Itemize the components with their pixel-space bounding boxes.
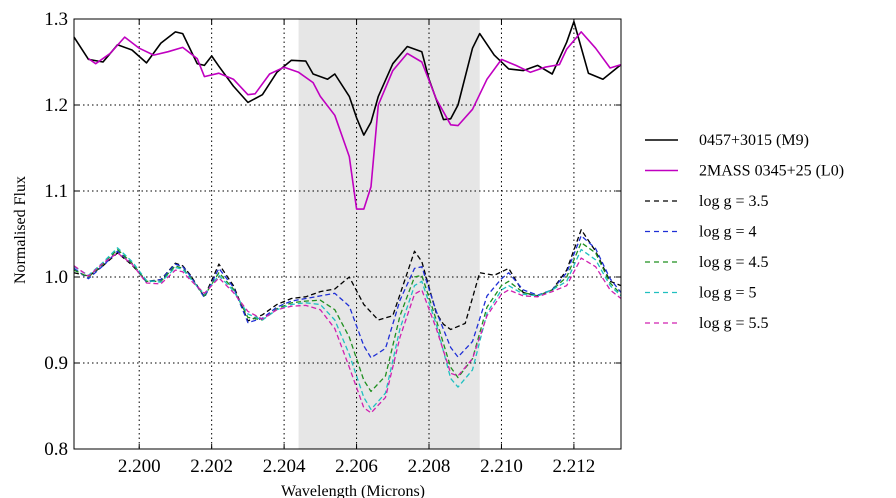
y-axis-label: Normalised Flux	[12, 176, 29, 284]
x-tick-label: 2.204	[263, 456, 306, 477]
legend: 0457+3015 (M9) 2MASS 0345+25 (L0) log g = …	[645, 132, 844, 332]
y-tick-label: 1.0	[44, 267, 68, 288]
series-line-2	[73, 229, 622, 331]
series-line-1	[88, 31, 622, 210]
y-tick-label: 1.3	[44, 9, 68, 30]
legend-label-5: log g = 5	[699, 285, 756, 302]
x-tick-label: 2.208	[408, 456, 451, 477]
x-axis-label: Wavelength (Microns)	[281, 483, 425, 498]
x-tick-label: 2.212	[553, 456, 596, 477]
x-tick-label: 2.206	[335, 456, 378, 477]
legend-label-1: 2MASS 0345+25 (L0)	[699, 163, 844, 180]
series-line-4	[73, 241, 622, 393]
legend-label-6: log g = 5.5	[699, 315, 768, 332]
x-tick-label: 2.200	[118, 456, 161, 477]
legend-label-2: log g = 3.5	[699, 193, 768, 210]
series-line-6	[73, 252, 622, 414]
series-line-5	[73, 247, 622, 411]
series-line-3	[73, 235, 622, 359]
series-line-0	[73, 20, 622, 136]
legend-label-3: log g = 4	[699, 224, 756, 241]
x-tick-label: 2.210	[480, 456, 523, 477]
y-tick-label: 0.8	[44, 439, 68, 460]
legend-label-0: 0457+3015 (M9)	[699, 132, 809, 149]
y-tick-label: 1.1	[44, 181, 68, 202]
x-tick-label: 2.202	[190, 456, 233, 477]
y-tick-label: 1.2	[44, 95, 68, 116]
legend-label-4: log g = 4.5	[699, 254, 768, 271]
plot-frame	[73, 18, 622, 450]
y-tick-label: 0.9	[44, 353, 68, 374]
